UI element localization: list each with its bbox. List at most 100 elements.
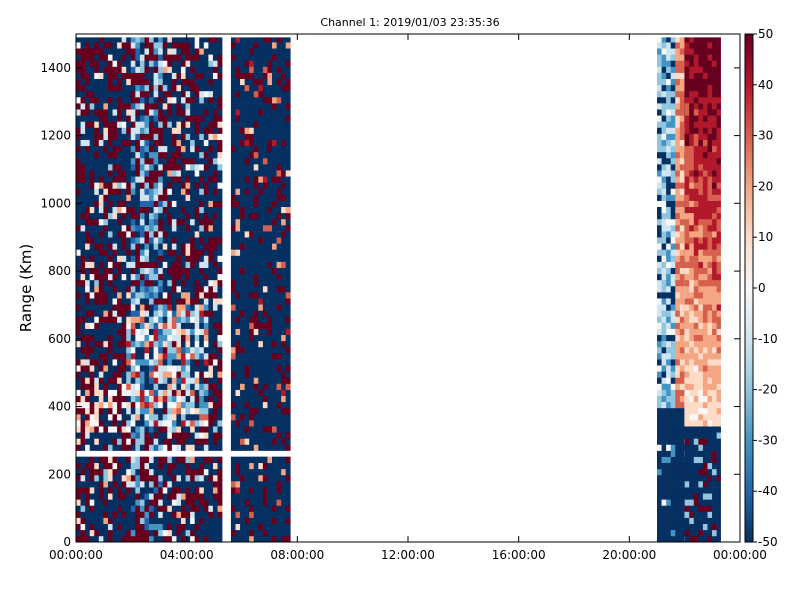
heatmap-cell <box>76 60 81 67</box>
heatmap-cell <box>698 151 704 159</box>
heatmap-cell <box>661 237 667 244</box>
heatmap-cell <box>89 383 95 390</box>
heatmap-cell <box>98 139 104 147</box>
heatmap-cell <box>171 481 177 488</box>
heatmap-cell <box>153 353 159 360</box>
heatmap-cell <box>707 529 713 537</box>
heatmap-cell <box>670 304 676 311</box>
heatmap-cell <box>76 444 81 451</box>
heatmap-cell <box>112 84 118 92</box>
heatmap-cell <box>267 60 273 67</box>
heatmap-cell <box>139 182 145 189</box>
heatmap-cell <box>103 255 109 262</box>
heatmap-cell <box>149 365 154 372</box>
heatmap-cell <box>190 188 195 195</box>
heatmap-cell <box>85 468 90 476</box>
heatmap-cell <box>94 499 100 506</box>
heatmap-cell <box>698 37 704 43</box>
heatmap-cell <box>698 468 704 476</box>
heatmap-cell <box>670 109 676 116</box>
heatmap-cell <box>684 450 690 457</box>
heatmap-cell <box>190 206 195 214</box>
heatmap-cell <box>149 298 154 305</box>
heatmap-cell <box>240 60 245 67</box>
heatmap-cell <box>117 304 122 311</box>
heatmap-cell <box>130 96 136 104</box>
heatmap-cell <box>661 218 667 226</box>
heatmap-cell <box>208 535 214 543</box>
heatmap-cell <box>276 499 282 506</box>
heatmap-cell <box>661 78 667 86</box>
heatmap-cell <box>707 255 713 262</box>
heatmap-cell <box>281 328 287 336</box>
heatmap-cell <box>126 188 132 195</box>
heatmap-cell <box>262 353 268 360</box>
heatmap-cell <box>716 200 721 208</box>
heatmap-cell <box>272 328 277 336</box>
heatmap-cell <box>281 218 287 226</box>
heatmap-cell <box>684 84 690 92</box>
heatmap-cell <box>117 206 122 214</box>
heatmap-cell <box>98 529 104 537</box>
heatmap-cell <box>208 365 214 372</box>
heatmap-cell <box>162 407 168 415</box>
heatmap-cell <box>249 346 255 354</box>
heatmap-cell <box>176 66 182 73</box>
heatmap-cell <box>689 48 695 55</box>
heatmap-cell <box>153 84 159 92</box>
heatmap-cell <box>190 109 195 116</box>
heatmap-cell <box>285 322 291 329</box>
heatmap-cell <box>190 444 195 451</box>
heatmap-cell <box>158 231 164 238</box>
heatmap-cell <box>235 151 241 159</box>
heatmap-cell <box>262 218 268 226</box>
heatmap-cell <box>208 188 214 195</box>
heatmap-cell <box>217 231 223 238</box>
heatmap-cell <box>276 456 282 464</box>
heatmap-cell <box>712 523 717 531</box>
heatmap-cell <box>208 285 214 293</box>
y-tick-label: 800 <box>48 264 71 278</box>
heatmap-cell <box>85 249 90 256</box>
heatmap-cell <box>212 389 218 396</box>
heatmap-cell <box>666 127 671 134</box>
heatmap-cell <box>153 535 159 543</box>
heatmap-cell <box>76 279 81 287</box>
heatmap-cell <box>153 279 159 287</box>
heatmap-cell <box>244 462 250 470</box>
heatmap-cell <box>139 298 145 305</box>
heatmap-cell <box>130 37 136 43</box>
heatmap-cell <box>716 517 721 525</box>
heatmap-cell <box>693 499 699 506</box>
heatmap-cell <box>707 462 713 470</box>
heatmap-cell <box>666 328 671 336</box>
heatmap-cell <box>702 121 708 128</box>
heatmap-cell <box>135 377 141 384</box>
heatmap-cell <box>707 292 713 299</box>
heatmap-cell <box>217 377 223 384</box>
heatmap-cell <box>80 279 86 287</box>
heatmap-cell <box>661 340 667 348</box>
heatmap-cell <box>103 322 109 329</box>
heatmap-cell <box>103 389 109 396</box>
heatmap-cell <box>702 334 708 342</box>
heatmap-cell <box>267 188 273 195</box>
heatmap-cell <box>212 456 218 464</box>
heatmap-cell <box>112 72 118 80</box>
heatmap-cell <box>158 365 164 372</box>
heatmap-cell <box>716 103 721 110</box>
heatmap-cell <box>144 127 150 134</box>
heatmap-cell <box>176 371 182 378</box>
heatmap-cell <box>171 109 177 116</box>
x-tick-label: 04:00:00 <box>160 548 214 562</box>
heatmap-cell <box>176 523 182 531</box>
heatmap-cell <box>240 170 245 177</box>
heatmap-cell <box>135 426 141 433</box>
heatmap-cell <box>698 139 704 147</box>
heatmap-cell <box>135 133 141 140</box>
heatmap-cell <box>230 389 236 396</box>
heatmap-cell <box>203 285 209 293</box>
heatmap-cell <box>689 487 695 494</box>
heatmap-cell <box>162 139 168 147</box>
heatmap-cell <box>167 267 173 275</box>
